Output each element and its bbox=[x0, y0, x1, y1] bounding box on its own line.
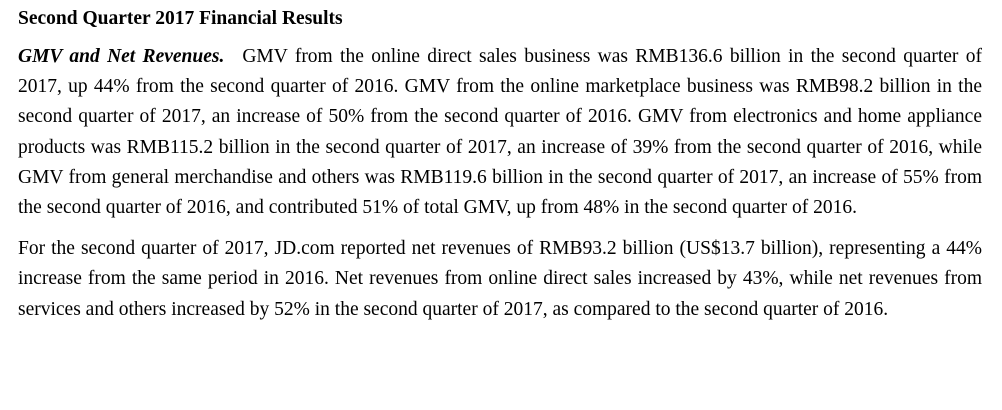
net-revenues-paragraph-text: For the second quarter of 2017, JD.com r… bbox=[18, 238, 982, 320]
gmv-paragraph-text: GMV from the online direct sales busines… bbox=[18, 46, 982, 219]
net-revenues-paragraph: For the second quarter of 2017, JD.com r… bbox=[18, 234, 982, 325]
run-in-heading: GMV and Net Revenues. bbox=[18, 46, 225, 67]
section-heading: Second Quarter 2017 Financial Results bbox=[18, 8, 343, 29]
document: Second Quarter 2017 Financial Results GM… bbox=[18, 8, 982, 325]
gmv-paragraph: GMV and Net Revenues. GMV from the online… bbox=[18, 42, 982, 223]
